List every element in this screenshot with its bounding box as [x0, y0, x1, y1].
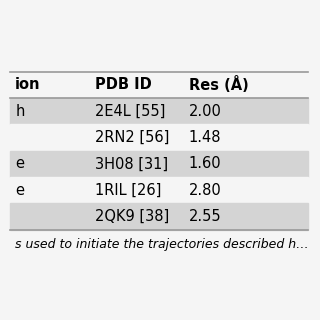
Text: 2.80: 2.80: [189, 183, 221, 198]
Text: 3H08 [31]: 3H08 [31]: [95, 156, 168, 172]
Text: h: h: [15, 104, 25, 119]
Text: Res (Å): Res (Å): [189, 76, 249, 93]
Text: s used to initiate the trajectories described h…: s used to initiate the trajectories desc…: [15, 238, 309, 252]
Text: 1RIL [26]: 1RIL [26]: [95, 183, 161, 198]
Text: e: e: [15, 156, 24, 172]
Text: 1.60: 1.60: [189, 156, 221, 172]
Text: 2.55: 2.55: [189, 209, 221, 224]
Text: PDB ID: PDB ID: [95, 77, 151, 92]
Text: 1.48: 1.48: [189, 130, 221, 145]
Text: 2RN2 [56]: 2RN2 [56]: [95, 130, 169, 145]
Text: ion: ion: [15, 77, 41, 92]
Text: 2.00: 2.00: [189, 104, 222, 119]
Text: e: e: [15, 183, 24, 198]
Text: 2E4L [55]: 2E4L [55]: [95, 104, 165, 119]
Text: 2QK9 [38]: 2QK9 [38]: [95, 209, 169, 224]
